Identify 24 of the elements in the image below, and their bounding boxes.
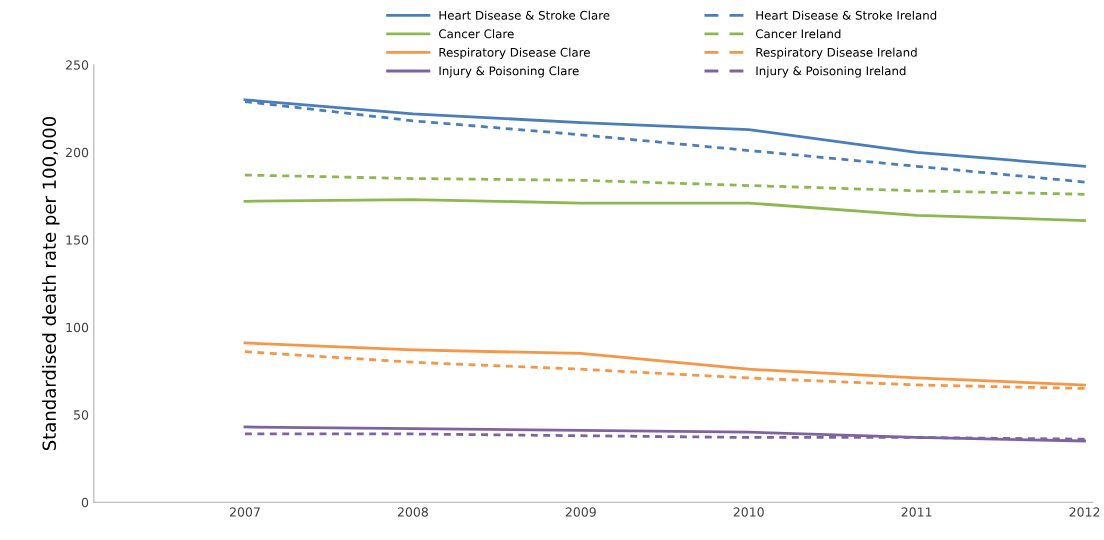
x-tick-label: 2011	[901, 507, 932, 517]
y-tick-label: 0	[81, 497, 89, 508]
y-tick-label: 100	[66, 322, 89, 333]
x-tick-label: 2007	[229, 507, 260, 517]
x-tick-label: 2012	[1069, 507, 1100, 517]
x-tick-label: 2010	[733, 507, 764, 517]
line-series	[243, 173, 1086, 196]
line-series	[243, 341, 1086, 387]
y-tick-label: 200	[66, 147, 89, 158]
line-series	[243, 198, 1086, 222]
legend-label: Cancer Ireland	[755, 29, 841, 39]
legend-label: Injury & Poisoning Ireland	[756, 66, 906, 78]
legend-label: Heart Disease & Stroke Ireland	[756, 10, 937, 20]
y-tick-label: 150	[66, 235, 89, 245]
y-tick-label: 50	[74, 410, 89, 420]
legend-label: Injury & Poisoning Clare	[439, 66, 579, 78]
legend-label: Heart Disease & Stroke Clare	[439, 10, 610, 20]
legend-label: Cancer Clare	[439, 29, 514, 39]
x-tick-label: 2008	[397, 507, 428, 517]
legend-label: Respiratory Disease Ireland	[756, 47, 917, 60]
legend-label: Respiratory Disease Clare	[439, 47, 590, 60]
y-axis-title: Standardised death rate per 100,000	[42, 116, 60, 451]
y-tick-label: 250	[66, 60, 89, 70]
x-tick-label: 2009	[565, 507, 596, 517]
